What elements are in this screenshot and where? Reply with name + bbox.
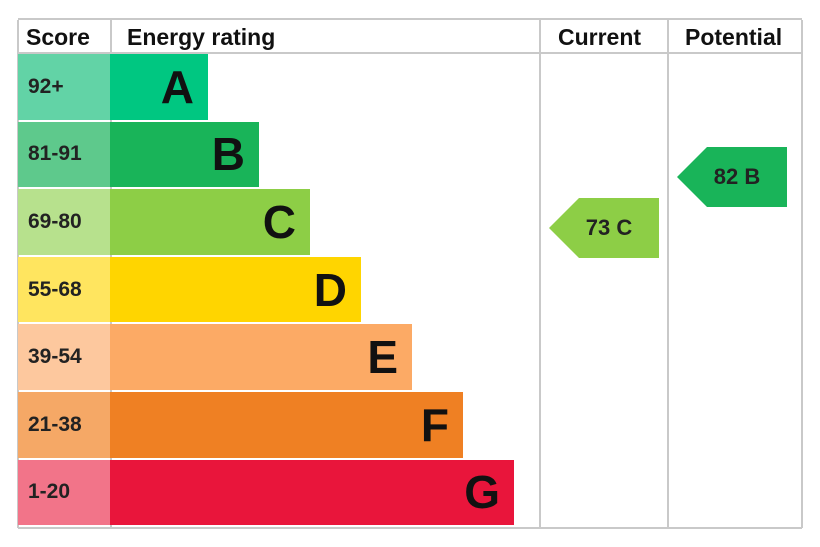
rating-bar: B <box>110 121 259 188</box>
potential-label: 82 B <box>713 164 761 189</box>
rating-bar: C <box>110 189 310 255</box>
rating-bar: F <box>110 392 463 458</box>
current-arrow: 73 C <box>549 198 659 258</box>
rating-bar: D <box>110 256 361 323</box>
score-cell: 1-20 <box>18 459 110 526</box>
arrow-shape <box>677 147 787 207</box>
border <box>539 20 541 528</box>
border <box>18 527 802 529</box>
score-cell: 81-91 <box>18 121 110 188</box>
potential-arrow: 82 B <box>677 147 787 207</box>
rating-bar: E <box>110 324 412 390</box>
score-header: Score <box>26 20 90 52</box>
current-label: 73 C <box>585 215 633 240</box>
rating-bar: G <box>110 459 514 526</box>
rating-header: Energy rating <box>127 20 276 52</box>
border <box>18 52 802 54</box>
border <box>667 20 669 528</box>
score-cell: 39-54 <box>18 324 110 390</box>
score-cell: 69-80 <box>18 189 110 255</box>
arrow-shape <box>549 198 659 258</box>
border <box>18 18 802 20</box>
score-cell: 92+ <box>18 54 110 120</box>
score-cell: 55-68 <box>18 256 110 323</box>
rating-bar: A <box>110 54 208 120</box>
border <box>801 20 803 528</box>
score-cell: 21-38 <box>18 392 110 458</box>
potential-header: Potential <box>685 20 783 52</box>
current-header: Current <box>558 20 642 52</box>
